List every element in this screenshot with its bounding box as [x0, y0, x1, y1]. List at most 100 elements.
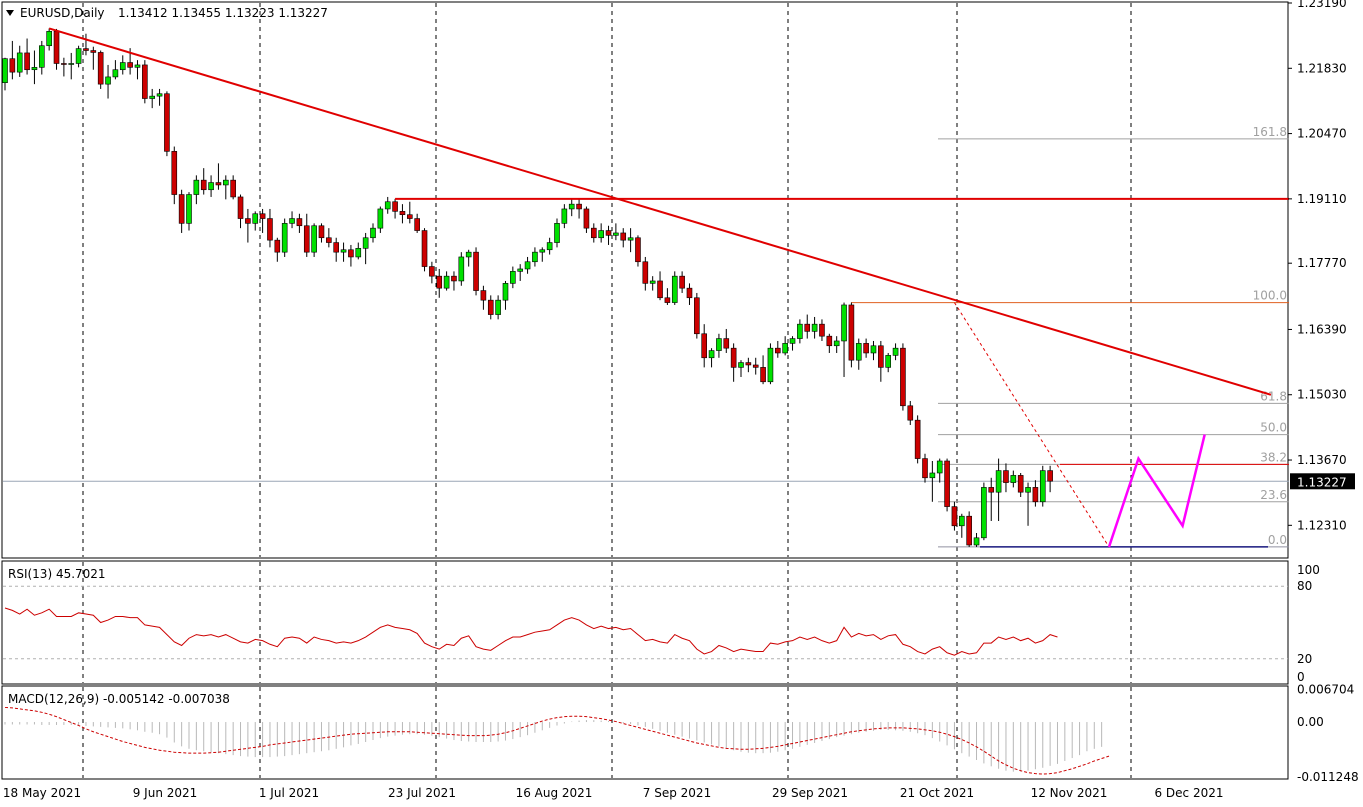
candle-body	[223, 179, 229, 186]
candle-body	[613, 232, 619, 236]
date-tick-label: 16 Aug 2021	[516, 786, 593, 800]
candle-body	[208, 182, 214, 191]
candle-body	[68, 63, 75, 65]
date-axis: 18 May 2021 9 Jun 2021 1 Jul 2021 23 Jul 20…	[3, 786, 1224, 800]
candle-body	[274, 239, 281, 253]
candle-body	[414, 218, 420, 231]
candle-body	[855, 343, 862, 361]
candle-body	[1003, 470, 1009, 483]
rsi-line	[4, 607, 1058, 656]
price-tick-label: 1.15030	[1297, 388, 1347, 402]
candle-body	[333, 242, 340, 253]
price-tick-label: 1.16390	[1297, 322, 1347, 336]
candle-body	[554, 223, 560, 243]
candle-body	[789, 338, 796, 344]
candle-body	[348, 249, 354, 258]
candle-body	[436, 275, 443, 289]
macd-tick-label: 0.00	[1297, 715, 1324, 729]
current-price-label: 1.13227	[1297, 475, 1347, 489]
candle-body	[31, 67, 38, 71]
candle-body	[914, 419, 921, 459]
candle-body	[502, 283, 509, 301]
candle-body	[119, 62, 126, 71]
candle-body	[590, 227, 597, 239]
candle-body	[922, 458, 928, 479]
candle-body	[296, 218, 303, 227]
candle-body	[966, 515, 972, 546]
candle-body	[326, 237, 332, 243]
candle-body	[362, 237, 369, 249]
candle-body	[178, 194, 185, 224]
candle-body	[900, 347, 906, 407]
fib-level-label: 100.0	[1253, 289, 1287, 303]
price-axis: 1.23190 1.21830 1.20470 1.19110 1.17770 1.163…	[1288, 0, 1347, 532]
candle-body	[1017, 475, 1024, 493]
double-bottom-pattern[interactable]	[1107, 434, 1206, 548]
candle-body	[355, 248, 362, 258]
candle-body	[811, 323, 818, 332]
dropdown-triangle-icon[interactable]	[6, 10, 14, 16]
rsi-level-lines	[3, 585, 1288, 660]
macd-tick-label: 0.006704	[1297, 682, 1354, 696]
candle-body	[421, 230, 428, 267]
candle-body	[583, 208, 590, 229]
candle-body	[671, 275, 678, 303]
candle-body	[399, 211, 406, 216]
candle-body	[9, 58, 16, 73]
candle-body	[24, 52, 30, 71]
candle-body	[97, 52, 104, 85]
candle-body	[384, 201, 391, 210]
rsi-tick-label: 20	[1297, 652, 1312, 666]
candle-body	[171, 151, 178, 195]
candle-body	[458, 256, 465, 282]
price-tick-label: 1.20470	[1297, 127, 1347, 141]
candle-body	[848, 304, 855, 361]
candle-body	[598, 230, 604, 239]
candle-body	[16, 52, 23, 73]
candle-body	[767, 347, 774, 383]
candle-body	[752, 364, 759, 368]
candle-body	[539, 249, 546, 253]
candle-body	[701, 333, 708, 359]
candle-body	[1025, 487, 1031, 493]
candle-body	[642, 261, 649, 284]
candle-body	[289, 218, 295, 224]
candle-body	[826, 335, 833, 347]
candle-body	[1010, 475, 1017, 483]
fibonacci-connector	[954, 302, 1110, 548]
candle-body	[149, 95, 155, 99]
candle-body	[804, 323, 811, 332]
candle-body	[679, 275, 685, 289]
date-tick-label: 29 Sep 2021	[772, 786, 848, 800]
downtrend-line[interactable]	[48, 27, 1272, 396]
fib-level-label: 50.0	[1260, 421, 1287, 435]
macd-histogram	[4, 720, 1103, 772]
macd-panel	[1, 685, 1289, 780]
candle-body	[819, 323, 825, 337]
price-tick-label: 1.17770	[1297, 256, 1347, 270]
candle-body	[885, 355, 892, 368]
macd-vertical-grid	[82, 687, 1132, 778]
fib-level-label: 61.8	[1260, 389, 1287, 403]
candle-body	[510, 271, 516, 284]
candle-body	[723, 338, 730, 349]
fib-level-label: 0.0	[1268, 533, 1287, 547]
candle-body	[517, 268, 524, 272]
candle-body	[90, 50, 97, 53]
candle-body	[760, 367, 766, 383]
candle-body	[252, 213, 259, 224]
date-tick-label: 9 Jun 2021	[133, 786, 198, 800]
candle-body	[156, 93, 163, 97]
fib-level-label: 23.6	[1260, 488, 1287, 502]
candle-body	[237, 196, 244, 219]
candle-body	[532, 251, 538, 263]
macd-header: MACD(12,26,9) -0.005142 -0.007038	[8, 692, 230, 706]
candle-body	[303, 225, 310, 253]
candle-body	[267, 218, 273, 241]
candle-body	[929, 472, 936, 479]
symbol-label: EURUSD,Daily	[20, 6, 105, 20]
candle-body	[142, 64, 148, 99]
candle-body	[649, 280, 656, 284]
candle-body	[406, 214, 413, 219]
